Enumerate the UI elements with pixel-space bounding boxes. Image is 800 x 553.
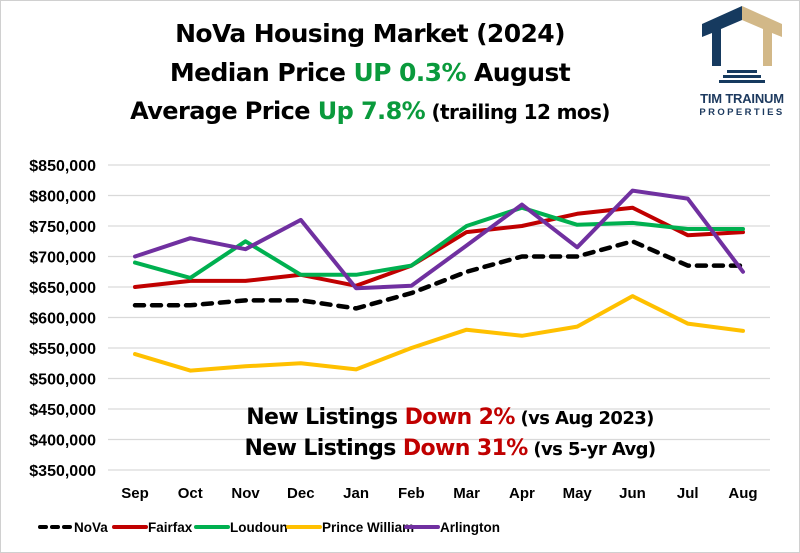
y-tick-label: $600,000 bbox=[29, 311, 96, 328]
median-price-suffix: August bbox=[465, 58, 571, 87]
new-listings-yoy-change: Down 2% bbox=[404, 405, 516, 430]
legend-item-prince-william: Prince William bbox=[286, 520, 414, 535]
x-axis-ticks: Sep Oct Nov Dec Jan Feb Mar Apr May Jun Jul Aug bbox=[121, 485, 757, 502]
average-price-headline: Average Price Up 7.8% (trailing 12 mos) bbox=[60, 92, 680, 132]
x-tick-label: Oct bbox=[178, 485, 203, 502]
company-logo: TIM TRAINUM PROPERTIES bbox=[688, 6, 796, 124]
legend-label: Fairfax bbox=[148, 520, 193, 535]
new-listings-5yr-prefix: New Listings bbox=[244, 436, 403, 461]
x-tick-label: Apr bbox=[509, 485, 535, 502]
x-tick-label: May bbox=[563, 485, 593, 502]
new-listings-5yr: New Listings Down 31% (vs 5-yr Avg) bbox=[150, 434, 750, 465]
chart-title: NoVa Housing Market (2024) bbox=[175, 19, 565, 48]
new-listings-yoy-suffix: (vs Aug 2023) bbox=[514, 408, 654, 429]
y-tick-label: $750,000 bbox=[29, 219, 96, 236]
x-tick-label: Sep bbox=[121, 485, 149, 502]
x-tick-label: Feb bbox=[398, 485, 425, 502]
series-line-arlington bbox=[133, 188, 745, 291]
legend: NoVa Fairfax Loudoun Prince William Arlingto… bbox=[38, 520, 500, 535]
legend-label: Prince William bbox=[322, 520, 414, 535]
legend-item-arlington: Arlington bbox=[404, 520, 500, 535]
column-house-icon bbox=[702, 6, 782, 83]
new-listings-annotation: New Listings Down 2% (vs Aug 2023) New L… bbox=[150, 403, 750, 465]
average-price-prefix: Average Price bbox=[130, 97, 318, 125]
x-tick-label: Dec bbox=[287, 485, 315, 502]
y-tick-label: $850,000 bbox=[29, 158, 96, 175]
median-price-change: UP 0.3% bbox=[353, 58, 466, 87]
y-tick-label: $550,000 bbox=[29, 341, 96, 358]
y-tick-label: $800,000 bbox=[29, 189, 96, 206]
x-tick-label: Nov bbox=[231, 485, 260, 502]
y-tick-label: $400,000 bbox=[29, 433, 96, 450]
x-tick-label: Jul bbox=[677, 485, 699, 502]
x-tick-label: Jan bbox=[343, 485, 369, 502]
median-price-headline: Median Price UP 0.3% August bbox=[60, 53, 680, 92]
y-axis-ticks: $850,000 $800,000 $750,000 $700,000 $650,000… bbox=[29, 158, 96, 480]
legend-item-loudoun: Loudoun bbox=[194, 520, 288, 535]
legend-item-nova: NoVa bbox=[38, 520, 108, 535]
legend-item-fairfax: Fairfax bbox=[112, 520, 193, 535]
legend-label: NoVa bbox=[74, 520, 108, 535]
x-tick-label: Aug bbox=[728, 485, 757, 502]
legend-label: Loudoun bbox=[230, 520, 288, 535]
logo-subtitle: PROPERTIES bbox=[699, 107, 785, 118]
logo-name: TIM TRAINUM bbox=[700, 91, 784, 106]
chart-title-block: NoVa Housing Market (2024) Median Price … bbox=[60, 14, 680, 132]
y-tick-label: $500,000 bbox=[29, 372, 96, 389]
legend-label: Arlington bbox=[440, 520, 500, 535]
new-listings-5yr-suffix: (vs 5-yr Avg) bbox=[527, 439, 656, 460]
gridlines bbox=[108, 164, 770, 471]
series-line-prince-william bbox=[133, 294, 745, 373]
series-lines bbox=[132, 188, 746, 373]
x-tick-label: Jun bbox=[619, 485, 646, 502]
x-tick-label: Mar bbox=[453, 485, 480, 502]
average-price-change: Up 7.8% bbox=[317, 97, 426, 125]
series-line-fairfax bbox=[133, 205, 745, 289]
median-price-prefix: Median Price bbox=[169, 58, 354, 87]
y-tick-label: $350,000 bbox=[29, 463, 96, 480]
new-listings-yoy: New Listings Down 2% (vs Aug 2023) bbox=[150, 403, 750, 434]
new-listings-5yr-change: Down 31% bbox=[402, 436, 528, 461]
average-price-suffix: (trailing 12 mos) bbox=[425, 100, 610, 124]
y-tick-label: $650,000 bbox=[29, 280, 96, 297]
new-listings-yoy-prefix: New Listings bbox=[246, 405, 405, 430]
y-tick-label: $700,000 bbox=[29, 250, 96, 267]
y-tick-label: $450,000 bbox=[29, 402, 96, 419]
series-line-nova bbox=[132, 239, 746, 311]
